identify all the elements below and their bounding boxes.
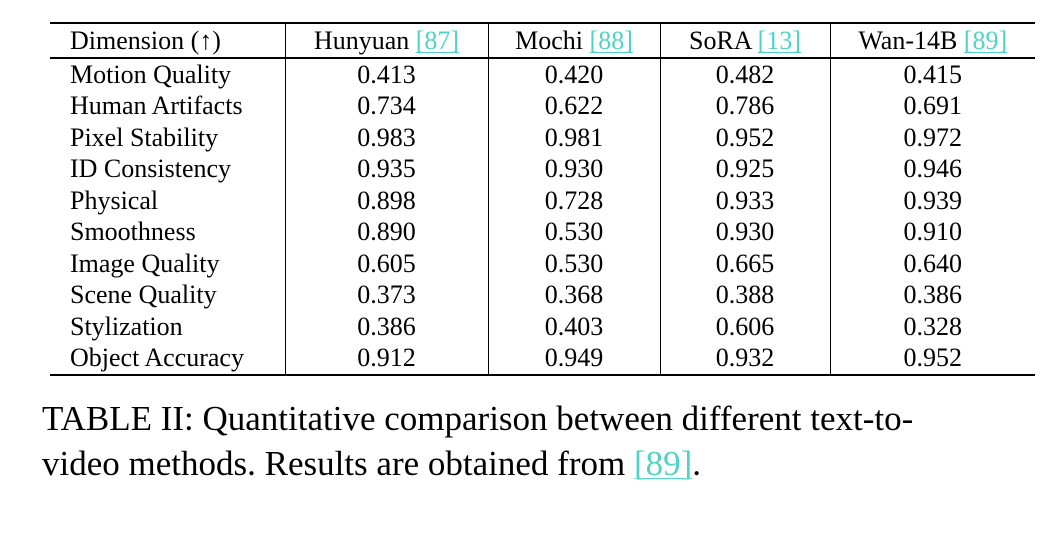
table-cell-value: 0.665 (659, 247, 830, 279)
table-row: Human Artifacts 0.734 0.622 0.786 0.691 (50, 90, 1035, 122)
table-row: Stylization 0.386 0.403 0.606 0.328 (50, 310, 1035, 342)
table-cell-value: 0.952 (829, 342, 1035, 376)
table-cell-value: 0.403 (487, 310, 660, 342)
row-dimension-label: Image Quality (70, 248, 220, 278)
table-cell-value: 0.939 (829, 184, 1035, 216)
table-cell-value: 0.622 (487, 90, 660, 122)
row-dimension-label: Motion Quality (70, 59, 232, 89)
table-cell-value: 0.932 (659, 342, 830, 376)
table-body: Motion Quality 0.413 0.420 0.482 0.415 Human … (50, 57, 1035, 376)
table-cell-value: 0.420 (487, 57, 660, 90)
row-dimension-label: Smoothness (70, 217, 196, 246)
comparison-table: Dimension (↑) Hunyuan [87] Mochi [88] So… (50, 22, 1035, 376)
row-dimension-label: Physical (70, 185, 159, 215)
citation-link-87[interactable]: [87] (415, 26, 460, 55)
row-dimension-label: Object Accuracy (50, 342, 285, 376)
table-row: Pixel Stability 0.983 0.981 0.952 0.972 (50, 121, 1035, 153)
table-cell-value: 0.946 (829, 153, 1035, 185)
table-cell-value: 0.640 (829, 247, 1035, 279)
row-dimension-label: Human Artifacts (70, 91, 243, 120)
table-cell-value: 0.930 (659, 216, 830, 248)
table-row: Physical 0.898 0.728 0.933 0.939 (50, 184, 1035, 216)
caption-line-1: TABLE II: Quantitative comparison betwee… (42, 399, 914, 438)
table-row: Smoothness 0.890 0.530 0.930 0.910 (50, 216, 1035, 248)
caption-citation-link-89[interactable]: [89] (633, 444, 693, 483)
header-wan-14b: Wan-14B [89] (829, 22, 1035, 59)
table-row: Object Accuracy 0.912 0.949 0.932 0.952 (50, 342, 1035, 376)
table-cell-value: 0.925 (659, 153, 830, 185)
caption-line-2: video methods. Results are obtained from… (42, 444, 702, 483)
table-cell-value: 0.386 (829, 279, 1035, 311)
table-cell-value: 0.530 (487, 247, 660, 279)
table-header-row: Dimension (↑) Hunyuan [87] Mochi [88] So… (50, 22, 1035, 59)
table-row: Motion Quality 0.413 0.420 0.482 0.415 (50, 57, 1035, 90)
table-cell-value: 0.691 (829, 90, 1035, 122)
header-mochi: Mochi [88] (487, 22, 660, 59)
table-cell-value: 0.530 (487, 216, 660, 248)
row-dimension-label: Scene Quality (70, 280, 217, 309)
table-cell-value: 0.728 (487, 184, 660, 216)
table-cell-value: 0.386 (284, 310, 488, 342)
table-cell-value: 0.898 (284, 184, 488, 216)
table-cell-value: 0.972 (829, 121, 1035, 153)
table-cell-value: 0.368 (487, 279, 660, 311)
header-hunyuan: Hunyuan [87] (284, 22, 488, 59)
table-cell-value: 0.786 (659, 90, 830, 122)
table-cell-value: 0.605 (284, 247, 488, 279)
table-cell-value: 0.949 (487, 342, 660, 376)
table-caption: TABLE II: Quantitative comparison betwee… (42, 396, 1032, 486)
table-cell-value: 0.952 (659, 121, 830, 153)
table-cell-value: 0.482 (659, 57, 830, 90)
table-row: Image Quality 0.605 0.530 0.665 0.640 (50, 247, 1035, 279)
citation-link-88[interactable]: [88] (589, 26, 633, 55)
table-cell-value: 0.983 (284, 121, 488, 153)
citation-link-13[interactable]: [13] (757, 26, 801, 55)
table-row: Scene Quality 0.373 0.368 0.388 0.386 (50, 279, 1035, 311)
table-cell-value: 0.373 (284, 279, 488, 311)
row-dimension-label: ID Consistency (70, 154, 232, 183)
table-cell-value: 0.388 (659, 279, 830, 311)
citation-link-89[interactable]: [89] (963, 26, 1008, 55)
table-cell-value: 0.415 (829, 57, 1035, 90)
table-cell-value: 0.606 (659, 310, 830, 342)
row-dimension-label: Pixel Stability (70, 122, 219, 152)
table-row: ID Consistency 0.935 0.930 0.925 0.946 (50, 153, 1035, 185)
table-cell-value: 0.328 (829, 310, 1035, 342)
table-cell-value: 0.935 (284, 153, 488, 185)
table-cell-value: 0.413 (284, 57, 488, 90)
row-dimension-label: Stylization (70, 311, 183, 341)
table-cell-value: 0.933 (659, 184, 830, 216)
table-cell-value: 0.981 (487, 121, 660, 153)
table-cell-value: 0.930 (487, 153, 660, 185)
comparison-table-container: Dimension (↑) Hunyuan [87] Mochi [88] So… (50, 22, 1035, 376)
table-cell-value: 0.890 (284, 216, 488, 248)
table-cell-value: 0.912 (284, 342, 488, 376)
header-sora: SoRA [13] (659, 22, 830, 59)
header-dimension: Dimension (↑) (50, 22, 285, 59)
table-cell-value: 0.910 (829, 216, 1035, 248)
table-cell-value: 0.734 (284, 90, 488, 122)
